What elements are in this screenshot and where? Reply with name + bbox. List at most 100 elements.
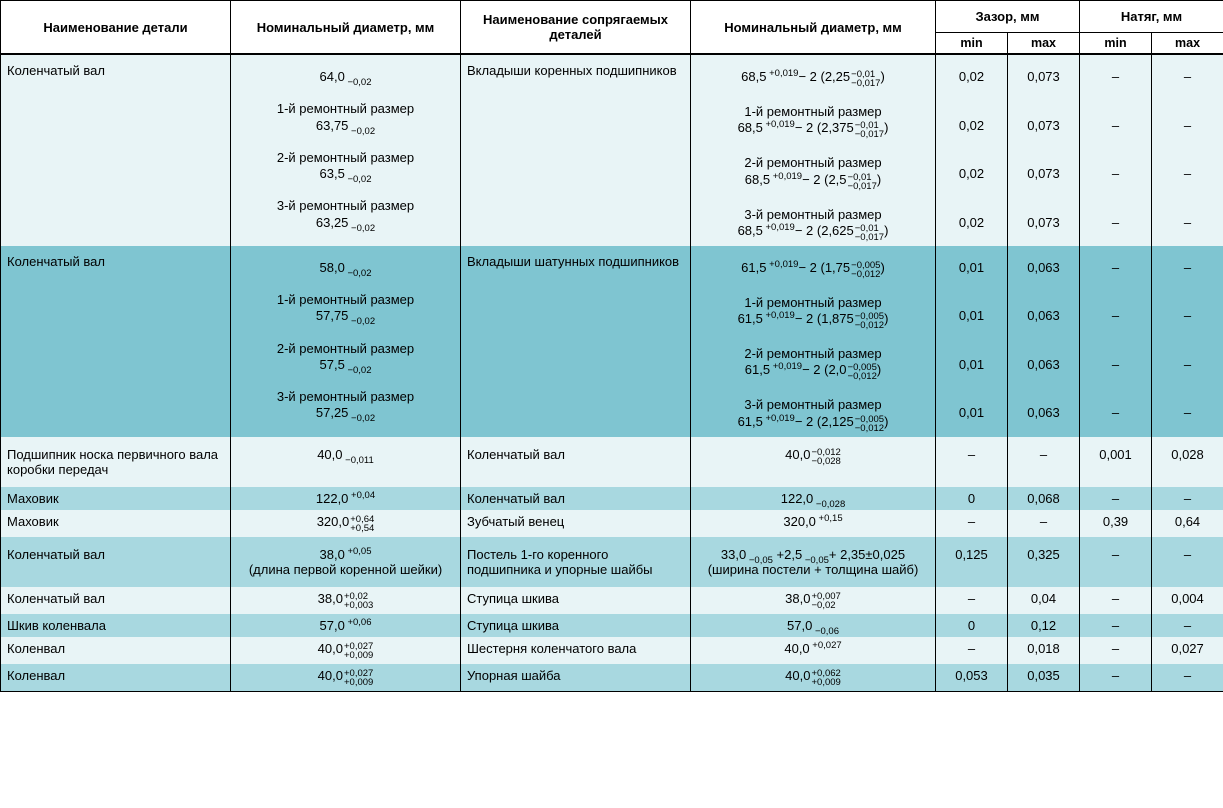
cell-mate: Шестерня коленчатого вала xyxy=(461,637,691,664)
cell-diam: 38,0+0,02+0,003 xyxy=(231,587,461,614)
col-interference-min: min xyxy=(1080,33,1152,55)
table-row: Шкив коленвала57,0 +0,06Ступица шкива57,… xyxy=(1,614,1223,637)
cell-mate-diam: 38,0+0,007−0,02 xyxy=(691,587,936,614)
cell-mate-diam: 40,0+0,062+0,009 xyxy=(691,664,936,692)
cell-part: Коленчатый вал xyxy=(1,54,231,246)
cell-zmin: 0 xyxy=(936,487,1008,510)
cell-nmin: – xyxy=(1080,664,1152,692)
cell-mate: Ступица шкива xyxy=(461,614,691,637)
tolerances-table: Наименование детали Номинальный диаметр,… xyxy=(0,0,1223,692)
cell-zmax: 0,04 xyxy=(1008,587,1080,614)
col-nom-diam-2: Номинальный диаметр, мм xyxy=(691,1,936,55)
cell-nmax: 0,027 xyxy=(1152,637,1223,664)
cell-mate-diam: 40,0 +0,027 xyxy=(691,637,936,664)
cell-diam: 320,0+0,64+0,54 xyxy=(231,510,461,537)
col-clearance-max: max xyxy=(1008,33,1080,55)
cell-zmin: 0 xyxy=(936,614,1008,637)
col-interference-max: max xyxy=(1152,33,1223,55)
cell-diam: 122,0 +0,04 xyxy=(231,487,461,510)
cell-nmin: – xyxy=(1080,587,1152,614)
cell-zmax: 0,12 xyxy=(1008,614,1080,637)
cell-zmax: 0,068 xyxy=(1008,487,1080,510)
cell-mate-diam: 320,0 +0,15 xyxy=(691,510,936,537)
cell-nmin: – xyxy=(1080,487,1152,510)
cell-part: Коленвал xyxy=(1,637,231,664)
cell-part: Шкив коленвала xyxy=(1,614,231,637)
cell-diam: 40,0+0,027+0,009 xyxy=(231,664,461,692)
cell-mate: Коленчатый вал xyxy=(461,437,691,487)
cell-part: Маховик xyxy=(1,510,231,537)
col-mating-part: Наименование сопрягаемых деталей xyxy=(461,1,691,55)
cell-zmin: 0,02 0,02 0,02 0,02 xyxy=(936,54,1008,246)
table-row: Коленвал40,0+0,027+0,009Упорная шайба40,… xyxy=(1,664,1223,692)
table-row: Маховик122,0 +0,04Коленчатый вал122,0 −0… xyxy=(1,487,1223,510)
cell-nmax: – – – – xyxy=(1152,54,1223,246)
cell-zmin: – xyxy=(936,637,1008,664)
cell-zmin: – xyxy=(936,587,1008,614)
cell-nmax: – – – – xyxy=(1152,246,1223,437)
col-clearance: Зазор, мм xyxy=(936,1,1080,33)
table-body: Коленчатый вал64,0 −0,021-й ремонтный ра… xyxy=(1,54,1223,691)
table-row: Коленвал40,0+0,027+0,009Шестерня коленча… xyxy=(1,637,1223,664)
cell-mate: Вкладыши коренных подшипников xyxy=(461,54,691,246)
cell-zmax: – xyxy=(1008,510,1080,537)
cell-nmin: – xyxy=(1080,614,1152,637)
cell-zmax: 0,073 0,073 0,073 0,073 xyxy=(1008,54,1080,246)
cell-nmax: – xyxy=(1152,537,1223,587)
table-row: Маховик320,0+0,64+0,54Зубчатый венец320,… xyxy=(1,510,1223,537)
col-part-name: Наименование детали xyxy=(1,1,231,55)
cell-zmax: – xyxy=(1008,437,1080,487)
cell-nmin: 0,39 xyxy=(1080,510,1152,537)
cell-mate: Вкладыши шатунных подшипников xyxy=(461,246,691,437)
cell-zmax: 0,325 xyxy=(1008,537,1080,587)
table-row: Коленчатый вал38,0 +0,05(длина первой ко… xyxy=(1,537,1223,587)
cell-nmin: – – – – xyxy=(1080,54,1152,246)
cell-part: Маховик xyxy=(1,487,231,510)
cell-mate-diam: 68,5 +0,019− 2 (2,25−0,01−0,017)1-й ремо… xyxy=(691,54,936,246)
cell-nmax: 0,028 xyxy=(1152,437,1223,487)
cell-diam: 38,0 +0,05(длина первой коренной шейки) xyxy=(231,537,461,587)
table-row: Коленчатый вал38,0+0,02+0,003Ступица шки… xyxy=(1,587,1223,614)
cell-zmin: – xyxy=(936,437,1008,487)
cell-zmin: 0,053 xyxy=(936,664,1008,692)
cell-zmax: 0,018 xyxy=(1008,637,1080,664)
cell-diam: 57,0 +0,06 xyxy=(231,614,461,637)
cell-nmin: – – – – xyxy=(1080,246,1152,437)
cell-mate-diam: 61,5 +0,019− 2 (1,75−0,005−0,012)1-й рем… xyxy=(691,246,936,437)
table-row: Подшипник носка первичного вала коробки … xyxy=(1,437,1223,487)
cell-zmax: 0,035 xyxy=(1008,664,1080,692)
cell-mate: Упорная шайба xyxy=(461,664,691,692)
cell-zmin: 0,01 0,01 0,01 0,01 xyxy=(936,246,1008,437)
cell-mate-diam: 122,0 −0,028 xyxy=(691,487,936,510)
cell-part: Подшипник носка первичного вала коробки … xyxy=(1,437,231,487)
cell-mate: Зубчатый венец xyxy=(461,510,691,537)
col-interference: Натяг, мм xyxy=(1080,1,1223,33)
cell-mate: Ступица шкива xyxy=(461,587,691,614)
cell-mate-diam: 40,0−0,012−0,028 xyxy=(691,437,936,487)
cell-mate: Коленчатый вал xyxy=(461,487,691,510)
cell-nmax: – xyxy=(1152,664,1223,692)
cell-zmin: 0,125 xyxy=(936,537,1008,587)
cell-nmin: – xyxy=(1080,537,1152,587)
cell-part: Коленчатый вал xyxy=(1,537,231,587)
cell-nmax: – xyxy=(1152,487,1223,510)
cell-mate: Постель 1-го коренного подшипника и упор… xyxy=(461,537,691,587)
cell-nmax: – xyxy=(1152,614,1223,637)
table-row: Коленчатый вал64,0 −0,021-й ремонтный ра… xyxy=(1,54,1223,246)
cell-nmax: 0,004 xyxy=(1152,587,1223,614)
cell-diam: 40,0 −0,011 xyxy=(231,437,461,487)
cell-nmin: 0,001 xyxy=(1080,437,1152,487)
table-row: Коленчатый вал58,0 −0,021-й ремонтный ра… xyxy=(1,246,1223,437)
cell-diam: 58,0 −0,021-й ремонтный размер57,75 −0,0… xyxy=(231,246,461,437)
cell-nmin: – xyxy=(1080,637,1152,664)
cell-zmax: 0,063 0,063 0,063 0,063 xyxy=(1008,246,1080,437)
table-header: Наименование детали Номинальный диаметр,… xyxy=(1,1,1223,55)
cell-diam: 40,0+0,027+0,009 xyxy=(231,637,461,664)
cell-mate-diam: 33,0 −0,05 +2,5 −0,05+ 2,35±0,025(ширина… xyxy=(691,537,936,587)
cell-part: Коленвал xyxy=(1,664,231,692)
cell-part: Коленчатый вал xyxy=(1,246,231,437)
cell-diam: 64,0 −0,021-й ремонтный размер63,75 −0,0… xyxy=(231,54,461,246)
cell-mate-diam: 57,0 −0,06 xyxy=(691,614,936,637)
cell-part: Коленчатый вал xyxy=(1,587,231,614)
col-clearance-min: min xyxy=(936,33,1008,55)
